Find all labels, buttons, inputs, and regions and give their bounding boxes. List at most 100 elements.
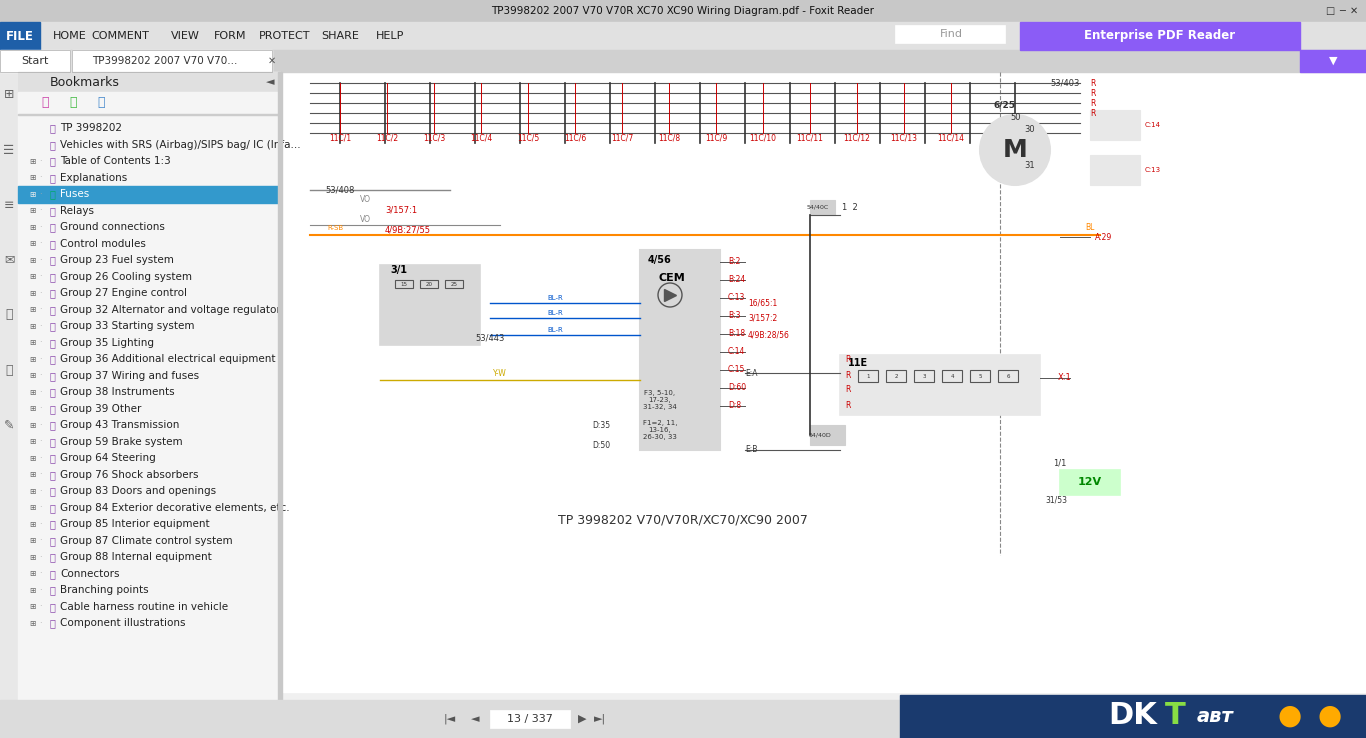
Text: Group 87 Climate control system: Group 87 Climate control system: [60, 536, 232, 545]
Text: ✕: ✕: [1350, 6, 1358, 16]
Text: 3/157:2: 3/157:2: [749, 314, 777, 323]
Text: 🏴: 🏴: [49, 123, 55, 134]
Bar: [279, 72, 281, 738]
Text: ·: ·: [38, 553, 41, 562]
Text: Start: Start: [22, 56, 49, 66]
Bar: [380, 265, 479, 345]
Text: ⊞: ⊞: [29, 421, 36, 430]
Bar: [0, 50, 70, 72]
Text: Group 36 Additional electrical equipment: Group 36 Additional electrical equipment: [60, 354, 276, 365]
Text: 11E: 11E: [848, 358, 869, 368]
Bar: [281, 72, 1366, 692]
Text: 🏴: 🏴: [49, 173, 55, 183]
Text: Group 23 Fuel system: Group 23 Fuel system: [60, 255, 173, 265]
Text: ·: ·: [38, 206, 41, 215]
Bar: [0, 0, 165, 22]
Text: BL-R: BL-R: [548, 295, 563, 301]
Text: 🏴: 🏴: [49, 520, 55, 529]
Bar: [999, 370, 1018, 382]
Text: COMMENT: COMMENT: [92, 31, 149, 41]
Text: R-SB: R-SB: [326, 225, 343, 231]
Text: Group 84 Exterior decorative elements, etc.: Group 84 Exterior decorative elements, e…: [60, 503, 290, 513]
Bar: [419, 280, 438, 288]
Text: Group 27 Engine control: Group 27 Engine control: [60, 289, 187, 298]
Text: E:A: E:A: [744, 368, 758, 378]
Text: ⊞: ⊞: [29, 618, 36, 628]
Text: ·: ·: [38, 355, 41, 364]
Text: Group 85 Interior equipment: Group 85 Interior equipment: [60, 520, 209, 529]
Text: 11C/7: 11C/7: [611, 134, 632, 142]
Text: 🔖: 🔖: [97, 97, 105, 109]
Text: авт: авт: [1197, 706, 1233, 725]
Text: 31: 31: [1024, 160, 1035, 170]
Text: ·: ·: [38, 586, 41, 595]
Text: R: R: [846, 401, 851, 410]
Text: 🏴: 🏴: [49, 305, 55, 314]
Text: B:3: B:3: [728, 311, 740, 320]
Text: C:15: C:15: [728, 365, 746, 374]
Text: Group 39 Other: Group 39 Other: [60, 404, 141, 414]
Text: 🏴: 🏴: [49, 569, 55, 579]
Text: 11C/6: 11C/6: [564, 134, 586, 142]
Text: 🏴: 🏴: [49, 470, 55, 480]
Text: 31/53: 31/53: [1045, 495, 1067, 505]
Bar: [970, 370, 990, 382]
Text: Group 26 Cooling system: Group 26 Cooling system: [60, 272, 193, 282]
Text: 11C/12: 11C/12: [844, 134, 870, 142]
Bar: [900, 695, 1366, 738]
Bar: [445, 280, 463, 288]
Text: 11C/11: 11C/11: [796, 134, 824, 142]
Bar: [0, 0, 1366, 22]
Text: 12V: 12V: [1078, 477, 1102, 487]
Text: 🏴: 🏴: [49, 387, 55, 397]
Text: Branching points: Branching points: [60, 585, 149, 596]
Text: ⊞: ⊞: [29, 156, 36, 166]
Text: Control modules: Control modules: [60, 239, 146, 249]
Text: FORM: FORM: [213, 31, 246, 41]
Bar: [0, 22, 1366, 50]
Text: 🏴: 🏴: [49, 585, 55, 596]
Text: 3: 3: [922, 373, 926, 379]
Text: ─: ─: [1339, 6, 1346, 16]
Text: ⊞: ⊞: [29, 289, 36, 297]
Text: ✎: ✎: [4, 418, 14, 432]
Text: 16/65:1: 16/65:1: [749, 298, 777, 308]
Text: Table of Contents 1:3: Table of Contents 1:3: [60, 156, 171, 166]
Text: R: R: [1090, 89, 1096, 97]
Text: ·: ·: [38, 520, 41, 528]
Bar: [1060, 470, 1120, 495]
Text: 🔖: 🔖: [41, 97, 49, 109]
Text: 13 / 337: 13 / 337: [507, 714, 553, 724]
Text: ⊞: ⊞: [29, 223, 36, 232]
Text: DK: DK: [1109, 702, 1157, 731]
Text: Group 76 Shock absorbers: Group 76 Shock absorbers: [60, 470, 198, 480]
Text: ·: ·: [38, 190, 41, 199]
Text: C:13: C:13: [728, 294, 746, 303]
Text: ·: ·: [38, 306, 41, 314]
Text: ·: ·: [38, 338, 41, 348]
Text: F3, 5-10,
17-23,
31-32, 34: F3, 5-10, 17-23, 31-32, 34: [643, 390, 678, 410]
Text: C:13: C:13: [1145, 167, 1161, 173]
Text: ·: ·: [38, 173, 41, 182]
Text: ⊞: ⊞: [29, 338, 36, 348]
Text: Group 88 Internal equipment: Group 88 Internal equipment: [60, 552, 212, 562]
Text: Connectors: Connectors: [60, 569, 119, 579]
Text: ⊞: ⊞: [29, 206, 36, 215]
Text: 🏴: 🏴: [49, 189, 55, 199]
Text: A:29: A:29: [1096, 232, 1112, 241]
Text: 3/1: 3/1: [391, 265, 407, 275]
Text: 11C/4: 11C/4: [470, 134, 492, 142]
Text: BL-R: BL-R: [548, 310, 563, 316]
Text: 54/40D: 54/40D: [809, 432, 832, 438]
Text: 🏴: 🏴: [49, 503, 55, 513]
Bar: [1020, 22, 1300, 50]
Text: D:60: D:60: [728, 384, 746, 393]
Circle shape: [979, 115, 1050, 185]
Text: 1: 1: [866, 373, 870, 379]
Text: ⊞: ⊞: [29, 371, 36, 380]
Text: 🏴: 🏴: [49, 437, 55, 446]
Bar: [0, 700, 1366, 738]
Text: ·: ·: [38, 602, 41, 611]
Text: ⊞: ⊞: [29, 306, 36, 314]
Text: Group 32 Alternator and voltage regulator: Group 32 Alternator and voltage regulato…: [60, 305, 281, 314]
